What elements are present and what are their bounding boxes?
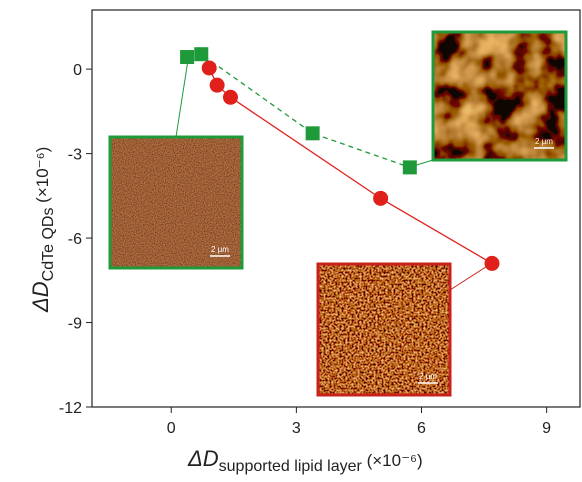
- point: [484, 255, 500, 271]
- scale-label: 2 µm: [211, 245, 229, 254]
- point: [209, 77, 225, 93]
- x-tick-label: 6: [417, 420, 426, 437]
- marks: [180, 47, 500, 271]
- inset-border: [431, 30, 568, 162]
- y-tick-label: -12: [59, 400, 82, 417]
- point: [373, 190, 389, 206]
- point: [222, 89, 238, 105]
- y-label-sub: CdTe QDs: [40, 208, 57, 282]
- connector: [175, 59, 189, 138]
- insets: 2 µm 2 µm 2 µm: [108, 30, 568, 397]
- point: [194, 47, 209, 62]
- y-label-unit: (×10⁻⁶): [33, 147, 52, 208]
- series-line: [186, 53, 411, 169]
- x-label-unit: (×10⁻⁶): [362, 451, 423, 470]
- inset-image: [110, 137, 242, 268]
- inset-border: [316, 262, 452, 397]
- inset-image: [318, 264, 450, 395]
- y-tick-label: -9: [68, 316, 82, 333]
- inset-image: [433, 32, 566, 160]
- x-label-sub: supported lipid layer: [219, 458, 363, 475]
- point: [180, 50, 195, 65]
- x-tick-label: 0: [167, 420, 176, 437]
- y-tick-label: -6: [68, 231, 82, 248]
- x-tick-label: 9: [542, 420, 551, 437]
- point: [201, 60, 217, 76]
- x-tick-label: 3: [292, 420, 301, 437]
- y-label-main: ΔD: [28, 281, 53, 313]
- x-label-main: ΔD: [187, 446, 219, 471]
- y-axis-label: ΔDCdTe QDs (×10⁻⁶): [28, 147, 57, 313]
- point: [305, 126, 320, 141]
- y-tick-label: -3: [68, 147, 82, 164]
- connector: [449, 262, 493, 291]
- scale-label: 2 µm: [419, 372, 437, 381]
- inset-border: [108, 135, 244, 270]
- y-tick-label: 0: [73, 62, 82, 79]
- plot-frame: [91, 9, 581, 408]
- x-axis-label: ΔDsupported lipid layer (×10⁻⁶): [187, 446, 423, 475]
- scale-label: 2 µm: [535, 137, 553, 146]
- point: [402, 160, 417, 175]
